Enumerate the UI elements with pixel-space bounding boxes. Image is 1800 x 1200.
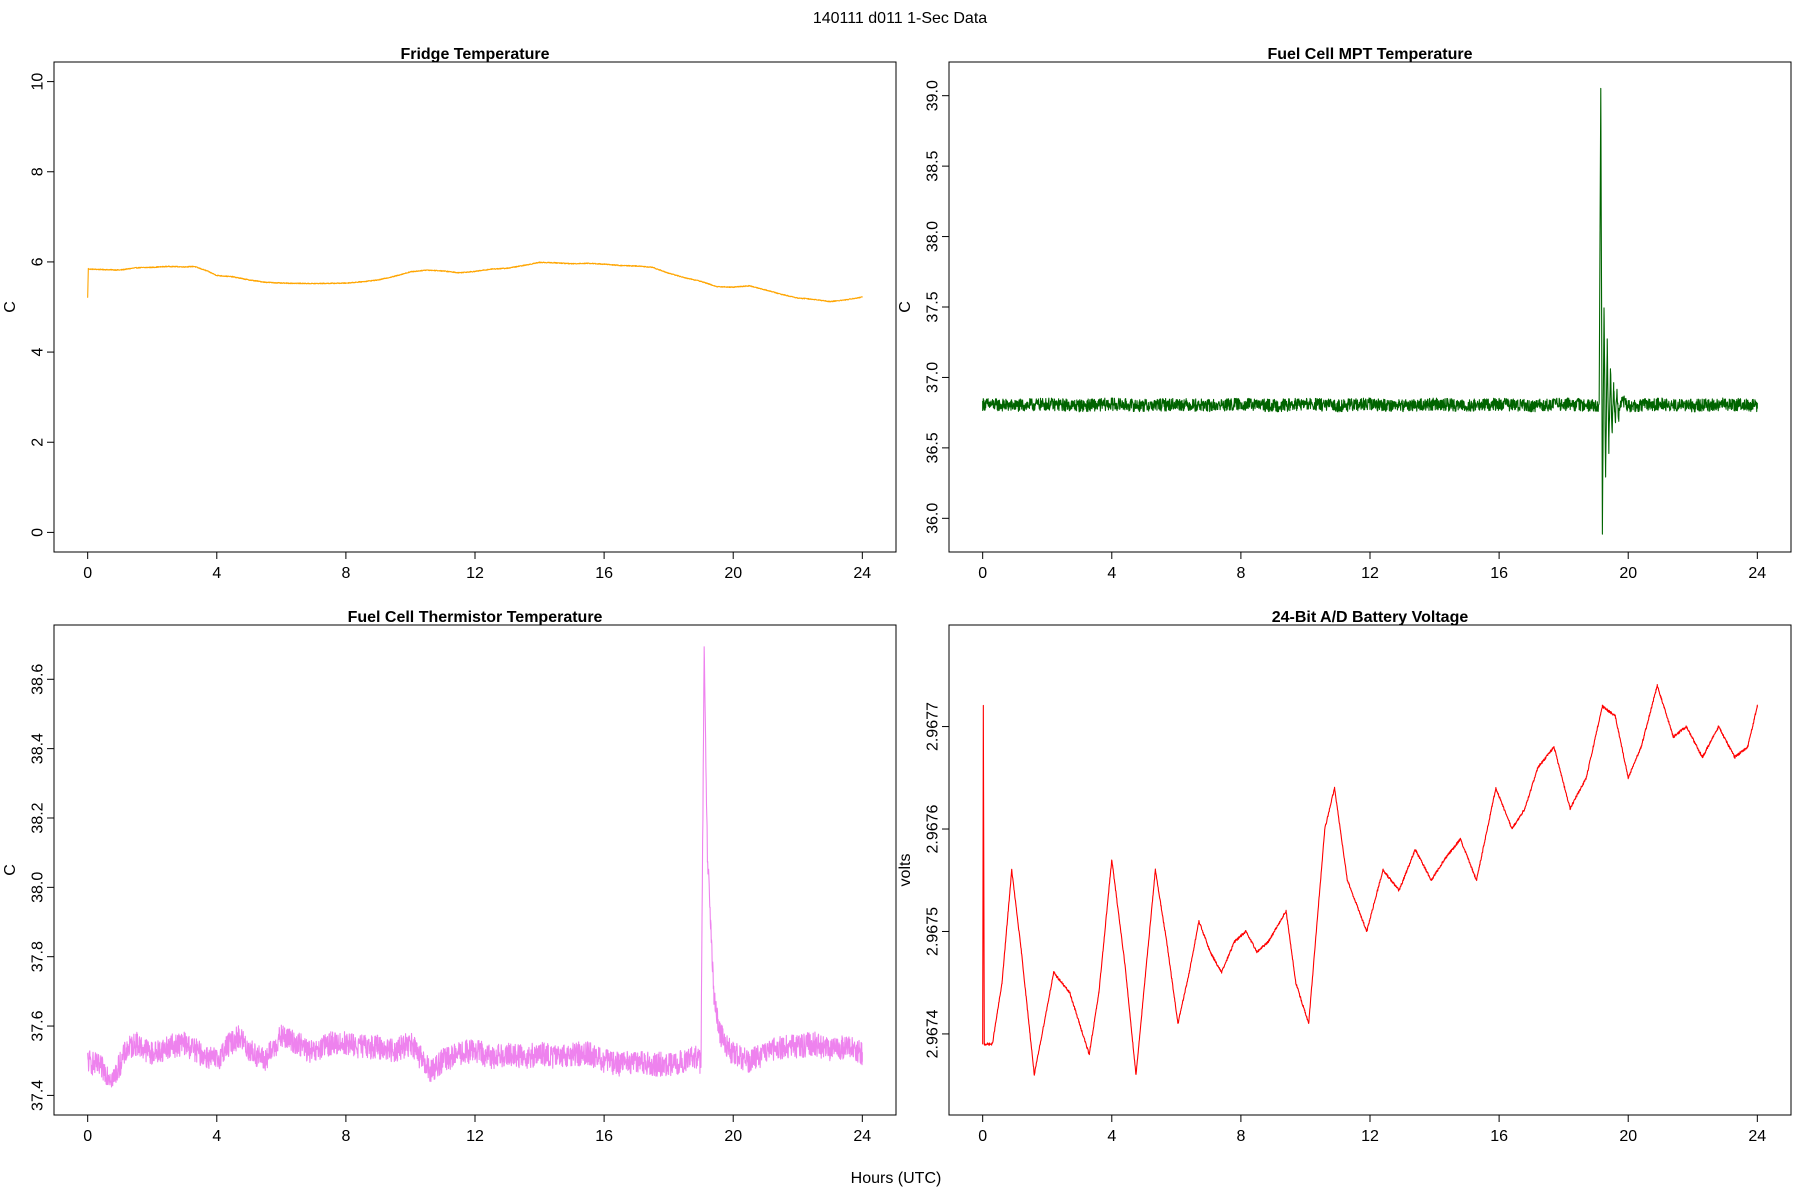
y-tick-label: 10 (30, 73, 47, 91)
x-tick-label: 12 (466, 1128, 484, 1145)
y-tick-label: 2 (30, 438, 47, 447)
x-tick-label: 16 (595, 1128, 613, 1145)
x-tick-label: 4 (212, 1128, 221, 1145)
y-tick-label: 38.0 (925, 221, 942, 252)
plot-frame (53, 61, 897, 553)
y-tick-label: 38.0 (30, 872, 47, 903)
x-tick-label: 0 (978, 565, 987, 582)
x-tick-label: 24 (853, 1128, 871, 1145)
y-tick-label: 6 (30, 257, 47, 266)
chart-title: Fridge Temperature (400, 46, 549, 63)
chart-title: Fuel Cell MPT Temperature (1267, 46, 1472, 63)
y-tick-label: 37.4 (30, 1080, 47, 1111)
x-tick-label: 4 (212, 565, 221, 582)
x-tick-label: 8 (341, 565, 350, 582)
chart-title: 24-Bit A/D Battery Voltage (1272, 609, 1469, 626)
x-tick-label: 12 (1361, 565, 1379, 582)
y-tick-label: 4 (30, 348, 47, 357)
x-tick-label: 16 (595, 565, 613, 582)
y-tick-label: 2.9677 (925, 702, 942, 751)
y-axis-label: C (2, 301, 19, 313)
series-line (982, 87, 1758, 535)
chart-title: Fuel Cell Thermistor Temperature (348, 609, 603, 626)
y-tick-label: 37.8 (30, 941, 47, 972)
y-tick-label: 37.5 (925, 291, 942, 322)
y-tick-label: 0 (30, 528, 47, 537)
y-tick-label: 37.0 (925, 362, 942, 393)
shared-x-axis-label: Hours (UTC) (851, 1170, 942, 1187)
y-axis-label: C (2, 864, 19, 876)
x-tick-label: 20 (1619, 565, 1637, 582)
x-tick-label: 20 (1619, 1128, 1637, 1145)
x-tick-label: 16 (1490, 1128, 1508, 1145)
y-tick-label: 36.5 (925, 432, 942, 463)
x-tick-label: 4 (1107, 565, 1116, 582)
x-tick-label: 0 (83, 565, 92, 582)
x-tick-label: 24 (1748, 565, 1766, 582)
y-tick-label: 2.9676 (925, 804, 942, 853)
series-line (87, 646, 863, 1088)
y-tick-label: 36.0 (925, 503, 942, 534)
y-tick-label: 38.2 (30, 802, 47, 833)
y-tick-label: 2.9675 (925, 907, 942, 956)
y-tick-label: 37.6 (30, 1010, 47, 1041)
x-tick-label: 12 (466, 565, 484, 582)
chart-panel-2: Fuel Cell MPT Temperature C 0 4 8 12 16 20 24 36.… (897, 46, 1792, 582)
y-axis-label: volts (897, 854, 914, 887)
x-tick-label: 16 (1490, 565, 1508, 582)
series-line (87, 261, 863, 303)
x-tick-label: 4 (1107, 1128, 1116, 1145)
y-tick-label: 38.6 (30, 664, 47, 695)
x-tick-label: 24 (1748, 1128, 1766, 1145)
y-tick-label: 38.5 (925, 150, 942, 181)
x-tick-label: 8 (1236, 565, 1245, 582)
x-tick-label: 24 (853, 565, 871, 582)
y-axis-label: C (897, 301, 914, 313)
plot-frame (948, 624, 1792, 1116)
x-tick-label: 0 (83, 1128, 92, 1145)
chart-panel-3: Fuel Cell Thermistor Temperature C 0 4 8 12 16… (2, 609, 897, 1145)
chart-panel-4: 24-Bit A/D Battery Voltage volts 0 4 8 12 16 20… (897, 609, 1792, 1145)
y-tick-label: 39.0 (925, 80, 942, 111)
x-tick-label: 12 (1361, 1128, 1379, 1145)
x-tick-label: 8 (341, 1128, 350, 1145)
x-tick-label: 0 (978, 1128, 987, 1145)
y-tick-label: 38.4 (30, 733, 47, 764)
series-line (982, 683, 1758, 1076)
plot-frame (948, 61, 1792, 553)
y-tick-label: 8 (30, 167, 47, 176)
figure-title: 140111 d011 1-Sec Data (813, 10, 987, 27)
x-tick-label: 20 (724, 1128, 742, 1145)
y-tick-label: 2.9674 (925, 1009, 942, 1058)
x-tick-label: 20 (724, 565, 742, 582)
x-tick-label: 8 (1236, 1128, 1245, 1145)
